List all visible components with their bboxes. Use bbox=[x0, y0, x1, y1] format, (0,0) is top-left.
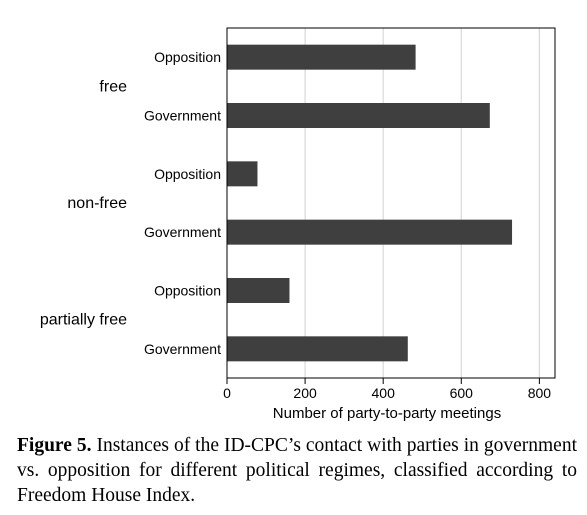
bar-label: Government bbox=[144, 108, 221, 124]
bar-partially-free-opposition bbox=[227, 278, 290, 303]
bar-label: Opposition bbox=[154, 49, 221, 65]
x-tick-label: 0 bbox=[223, 385, 231, 401]
x-tick-label: 200 bbox=[293, 385, 317, 401]
group-label: partially free bbox=[40, 312, 127, 329]
bar-free-government bbox=[227, 103, 490, 128]
bar-label: Government bbox=[144, 341, 221, 357]
x-axis-title: Number of party-to-party meetings bbox=[273, 405, 501, 422]
bar-label: Government bbox=[144, 224, 221, 240]
x-axis-ticks: 0 200 400 600 800 bbox=[223, 378, 551, 401]
bar-non-free-opposition bbox=[227, 161, 258, 187]
bars bbox=[227, 44, 513, 362]
x-tick-label: 400 bbox=[372, 385, 396, 401]
bar-chart: 0 200 400 600 800 OppositionGovernmentfreeOp… bbox=[40, 27, 556, 422]
figure-caption: Figure 5. Instances of the ID-CPC’s cont… bbox=[17, 433, 577, 508]
x-tick-label: 600 bbox=[450, 385, 474, 401]
plot-frame bbox=[226, 27, 556, 379]
bar-label: Opposition bbox=[154, 166, 221, 182]
group-label: free bbox=[99, 78, 127, 95]
caption-text: Instances of the ID-CPC’s contact with p… bbox=[17, 435, 577, 506]
bar-label: Opposition bbox=[154, 283, 221, 299]
group-label: non-free bbox=[67, 195, 127, 212]
grid-lines bbox=[304, 28, 540, 378]
bar-partially-free-government bbox=[227, 336, 408, 362]
bar-free-opposition bbox=[227, 44, 416, 70]
bar-non-free-government bbox=[227, 219, 513, 245]
caption-label: Figure 5. bbox=[17, 435, 92, 456]
x-tick-label: 800 bbox=[528, 385, 552, 401]
category-labels: Opposition Government free Opposition Govern… bbox=[40, 49, 221, 357]
